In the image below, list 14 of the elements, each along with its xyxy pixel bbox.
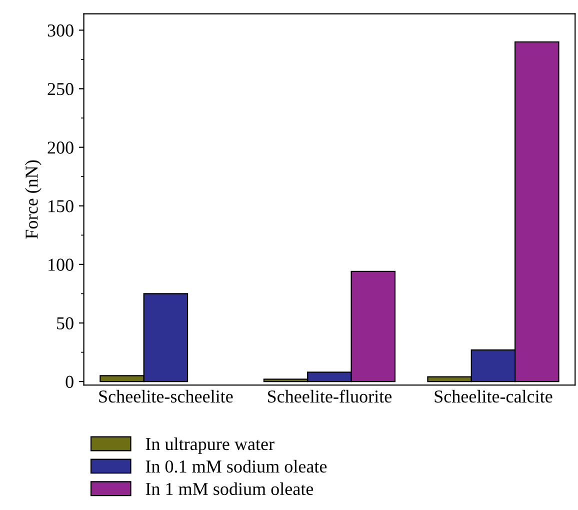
x-tick-label: Scheelite-fluorite bbox=[268, 390, 392, 403]
legend-label: In 1 mM sodium oleate bbox=[146, 482, 314, 496]
y-tick-label: 300 bbox=[48, 24, 74, 37]
y-tick-label: 200 bbox=[48, 142, 74, 154]
y-tick-label: 250 bbox=[48, 82, 74, 96]
y-tick-label: 50 bbox=[57, 317, 74, 330]
x-tick-label: Scheelite-scheelite bbox=[99, 390, 233, 403]
y-tick-label: 0 bbox=[66, 376, 74, 388]
y-tick-label: 150 bbox=[48, 200, 74, 212]
x-tick-label: Scheelite-calcite bbox=[434, 390, 552, 403]
y-axis-title: Force (nN) bbox=[25, 160, 42, 239]
y-tick-label: 100 bbox=[48, 258, 74, 271]
legend-label: In ultrapure water bbox=[146, 437, 274, 454]
legend-label: In 0.1 mM sodium oleate bbox=[146, 460, 327, 473]
